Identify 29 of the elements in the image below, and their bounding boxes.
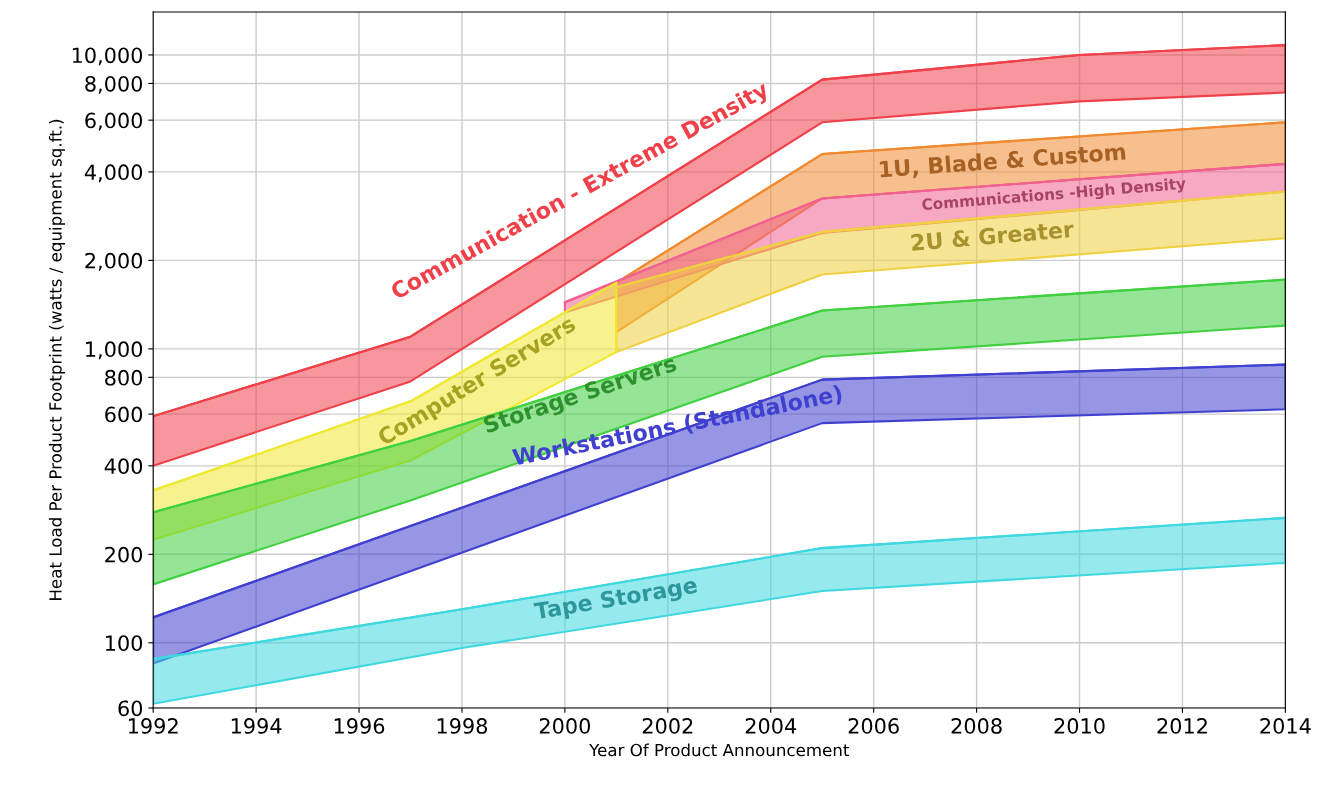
x-tick-label: 2014 — [1260, 718, 1311, 734]
x-tick-label: 1992 — [128, 718, 178, 734]
line-series — [153, 516, 1286, 661]
x-tick-label: 2008 — [951, 718, 1002, 734]
y-tick-label: 800 — [105, 369, 143, 386]
y-tick-label: 200 — [105, 546, 143, 563]
y-axis-title: Heat Load Per Product Footprint (watts / equipment sq.ft.) — [48, 119, 66, 600]
y-tick-label: 100 — [105, 635, 143, 652]
x-tick-label: 1996 — [334, 718, 385, 734]
series-label: 2U & Greater — [911, 220, 1075, 252]
y-tick-label: 60 — [118, 700, 143, 717]
x-tick-label: 2012 — [1157, 718, 1207, 734]
y-tick-label: 1,000 — [86, 341, 143, 360]
y-tick-label: 400 — [104, 458, 143, 475]
x-tick-label: 2006 — [848, 718, 899, 734]
x-tick-label: 2002 — [642, 718, 693, 734]
text: Tape Storage — [533, 576, 699, 625]
y-tick-label: 4,000 — [84, 164, 143, 183]
x-tick-label: 2004 — [745, 718, 797, 734]
x-tick-label: 2010 — [1054, 718, 1105, 734]
y-tick-label: 2,000 — [85, 252, 143, 271]
y-tick-label: 8,000 — [85, 75, 143, 94]
x-tick-label: 1994 — [231, 718, 282, 734]
x-tick-label: 2000 — [539, 718, 591, 734]
y-tick-label: 600 — [105, 406, 143, 423]
x-tick-label: 1998 — [437, 718, 488, 734]
x-axis-title: Year Of Product Announcement — [589, 743, 850, 757]
y-tick-label: 10,000 — [72, 47, 143, 66]
y-tick-label: 6,000 — [85, 112, 143, 131]
